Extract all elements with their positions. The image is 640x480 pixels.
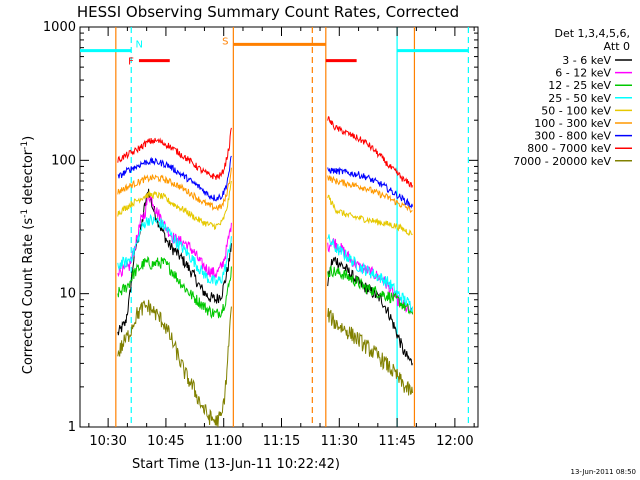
series-line-2-0 [117, 255, 232, 320]
series-line-8-0 [117, 299, 232, 428]
series-line-4-1 [327, 194, 413, 236]
y-label-sup-2: -1 [20, 141, 30, 150]
series-line-0-0 [117, 188, 232, 336]
flag-label-N: N [136, 40, 143, 51]
y-axis-ticks: 1 10 100 1000 [43, 20, 478, 435]
legend-label-3: 25 - 50 keV [548, 92, 611, 105]
footer-timestamp: 13-Jun-2011 08:50 [571, 468, 637, 476]
y-axis-label: Corrected Count Rate (s-1 detector-1) [20, 136, 36, 374]
y-label-sup-1: -1 [20, 209, 30, 218]
y-tick-label-2: 100 [51, 153, 76, 168]
y-tick-label-0: 1 [68, 420, 76, 435]
x-tick-label-6: 12:00 [436, 434, 473, 449]
time-markers [115, 27, 469, 427]
legend-label-5: 100 - 300 keV [534, 117, 611, 130]
y-label-part-2: detector [21, 149, 36, 209]
y-label-part-3: ) [21, 136, 36, 141]
x-tick-label-4: 11:30 [321, 434, 358, 449]
y-tick-label-3: 1000 [43, 20, 76, 35]
flag-bars: NF S [80, 36, 469, 68]
legend-label-4: 50 - 100 keV [541, 104, 611, 117]
series-line-7-0 [117, 127, 232, 180]
y-label-part-1: Corrected Count Rate (s [21, 218, 36, 375]
x-tick-label-1: 10:45 [147, 434, 184, 449]
x-tick-label-2: 11:00 [205, 434, 242, 449]
series-line-6-1 [327, 166, 413, 209]
legend-label-6: 300 - 800 keV [534, 130, 611, 143]
plot-frame [79, 26, 479, 428]
flag-label-S: S [222, 36, 228, 47]
legend-header-line-2: Att 0 [604, 40, 630, 53]
legend-header-line-1: Det 1,3,4,5,6, [554, 27, 630, 40]
legend-label-2: 12 - 25 keV [548, 79, 611, 92]
chart-title: HESSI Observing Summary Count Rates, Cor… [77, 3, 459, 21]
series-line-8-1 [327, 308, 413, 396]
flag-label-F: F [128, 57, 134, 68]
legend-label-8: 7000 - 20000 keV [513, 155, 611, 168]
x-tick-label-3: 11:15 [263, 434, 300, 449]
x-tick-label-5: 11:45 [378, 434, 415, 449]
series-line-4-0 [117, 180, 232, 231]
series-line-5-0 [117, 167, 232, 212]
series-line-6-0 [117, 155, 232, 202]
legend-label-7: 800 - 7000 keV [527, 142, 611, 155]
series-line-7-1 [327, 116, 413, 188]
series-line-2-1 [327, 265, 413, 315]
series-lines [117, 116, 413, 428]
series-line-3-0 [117, 213, 232, 286]
plot-area: NF S 1 10 100 1000 10:30 10:45 11:00 11:15 11:30… [43, 20, 479, 449]
y-tick-label-1: 10 [59, 287, 76, 302]
legend-label-1: 6 - 12 keV [555, 67, 611, 80]
legend-label-0: 3 - 6 keV [562, 54, 611, 67]
x-axis-ticks: 10:30 10:45 11:00 11:15 11:30 11:45 12:00 [88, 27, 475, 449]
x-axis-label: Start Time (13-Jun-11 10:22:42) [132, 457, 340, 472]
series-line-3-1 [327, 234, 413, 313]
x-tick-label-0: 10:30 [89, 434, 126, 449]
series-line-5-1 [327, 175, 413, 214]
